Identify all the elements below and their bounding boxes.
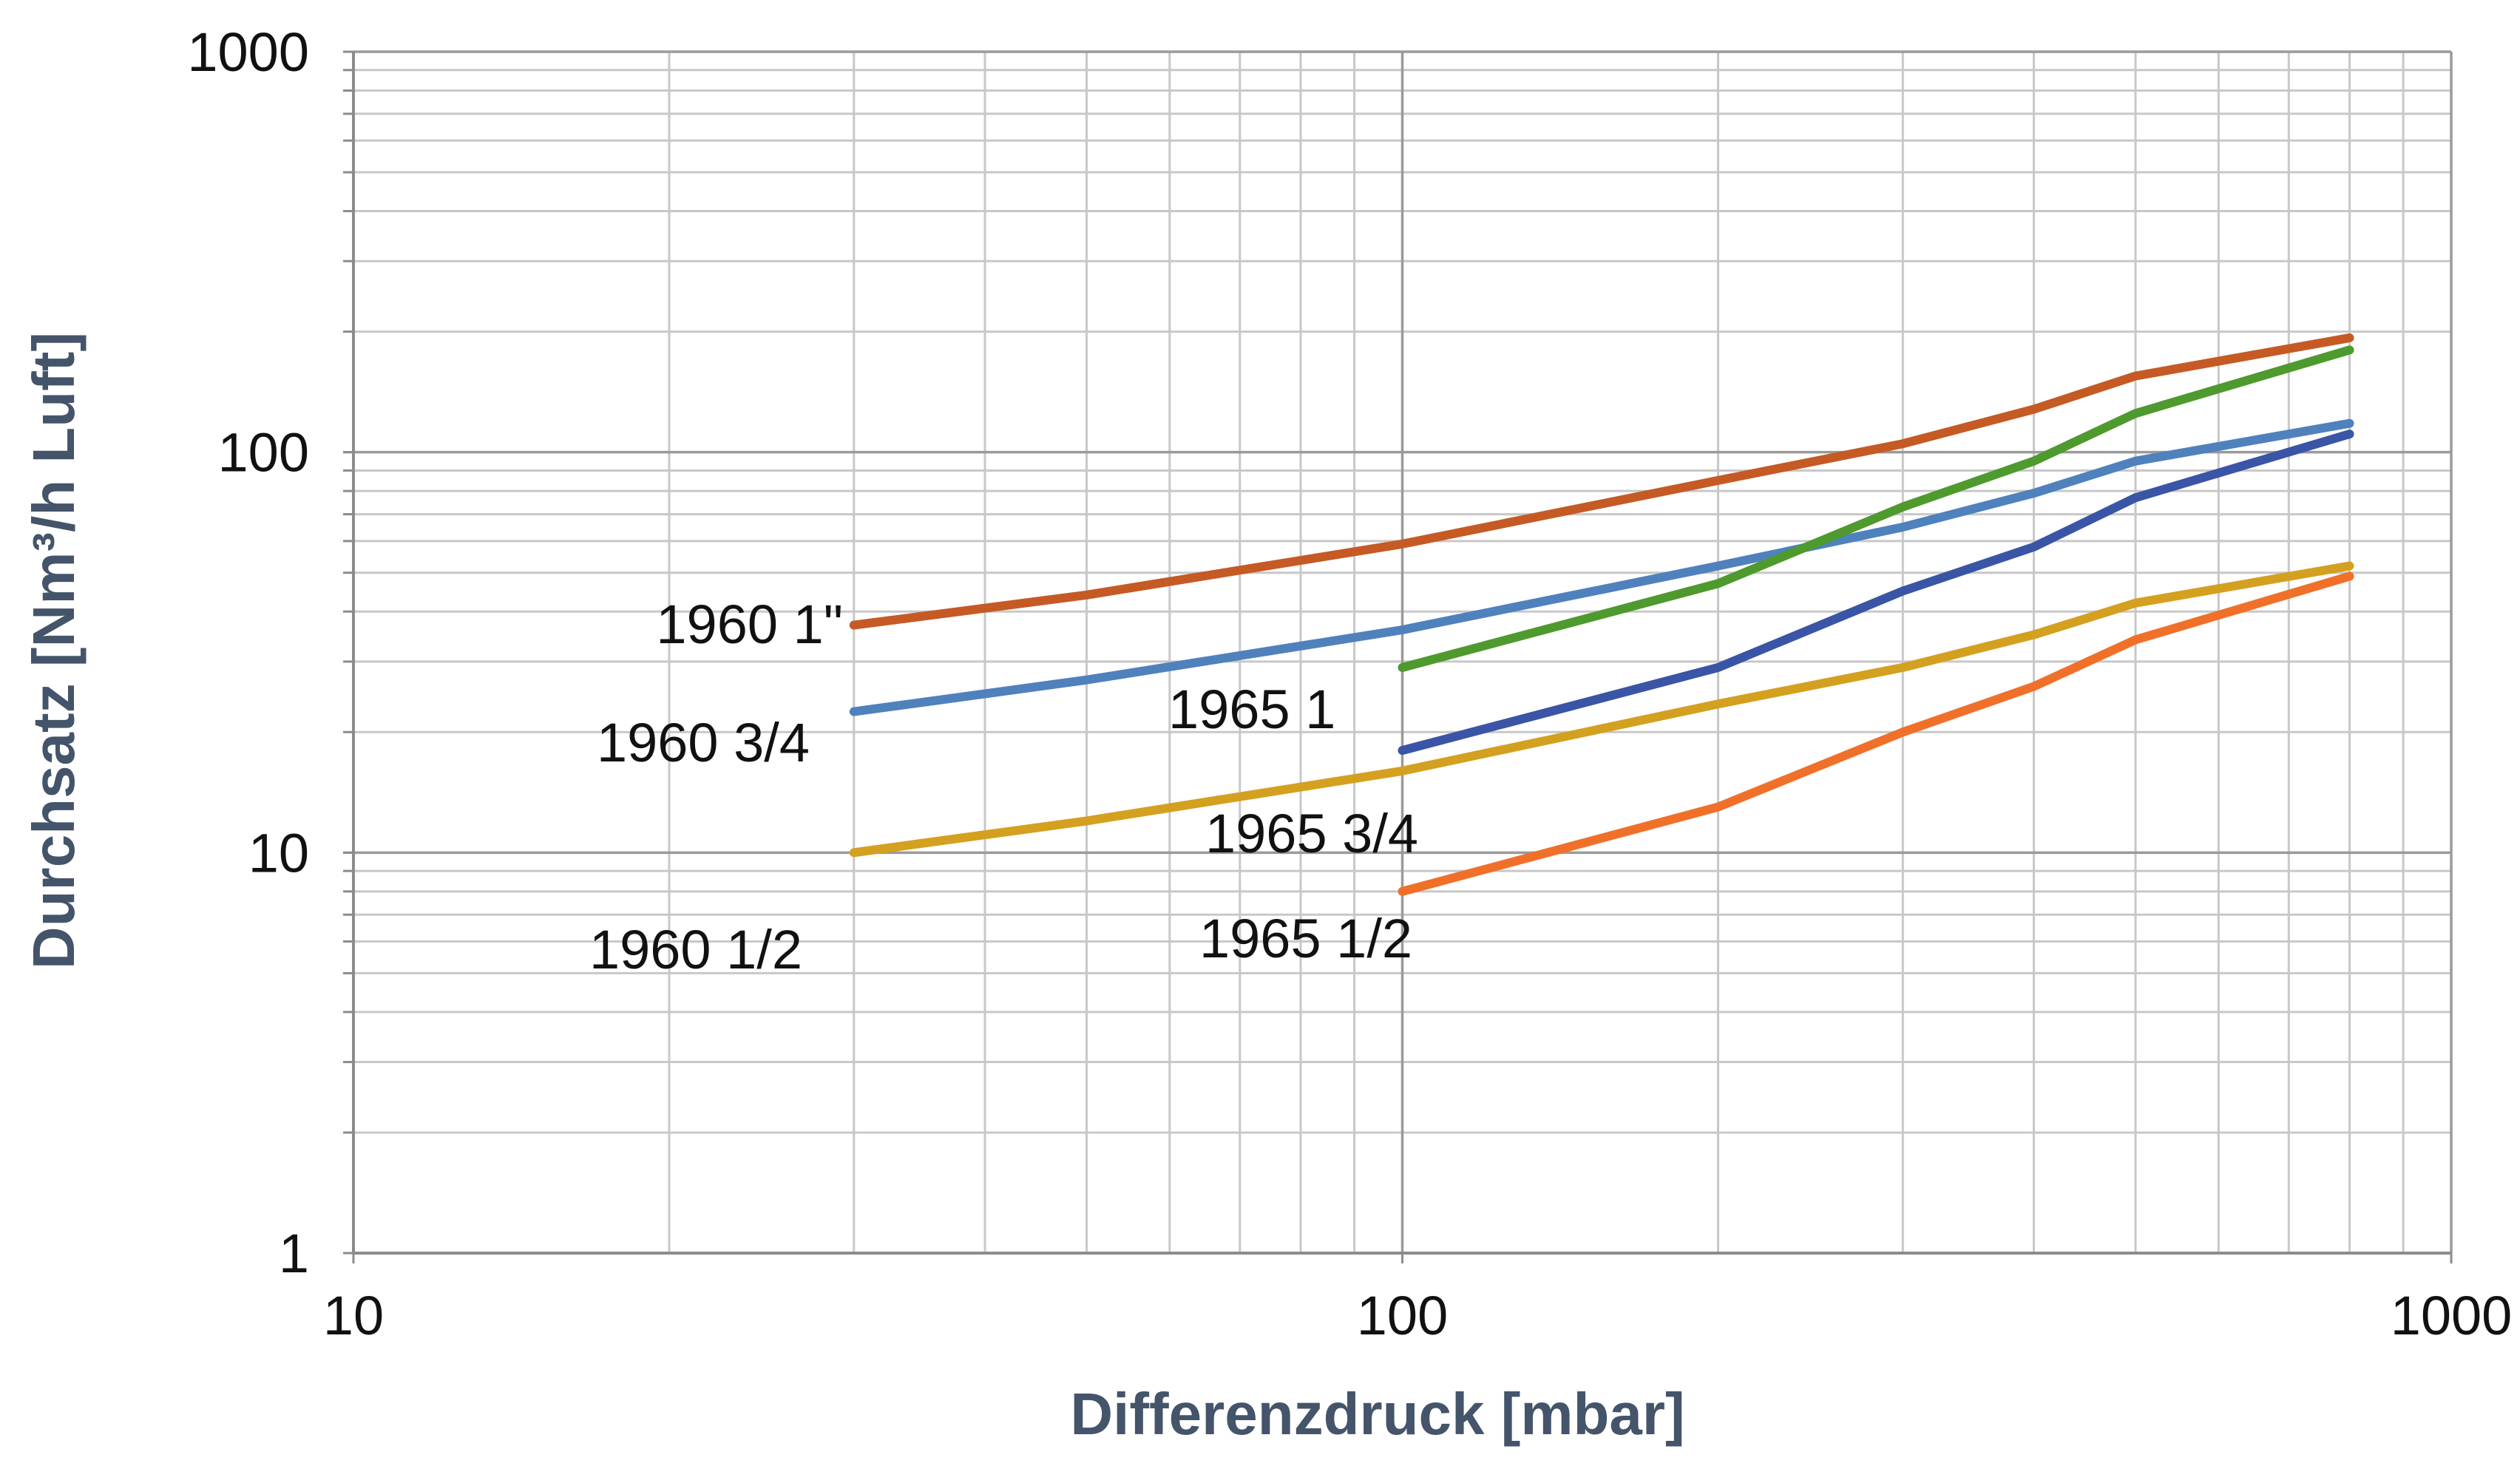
x-tick-label: 100 xyxy=(1357,1285,1448,1346)
y-axis-title: Durchsatz [Nm³/h Luft] xyxy=(21,332,87,969)
series-line-5 xyxy=(1398,571,2354,896)
y-tick-label: 1000 xyxy=(187,21,309,83)
series-line-2 xyxy=(1398,345,2354,672)
series-line-4 xyxy=(849,561,2354,858)
x-tick-label: 10 xyxy=(323,1285,384,1346)
x-tick-label: 1000 xyxy=(2391,1285,2513,1346)
y-tick-label: 1 xyxy=(279,1223,309,1284)
series-label-0: 1960 1" xyxy=(656,594,843,655)
series-label-2: 1965 1 xyxy=(1168,679,1335,740)
x-axis-title: Differenzdruck [mbar] xyxy=(1070,1381,1684,1447)
series-line-1 xyxy=(849,418,2354,716)
series-label-5: 1965 1/2 xyxy=(1199,908,1412,969)
series-label-1: 1960 3/4 xyxy=(597,712,810,773)
series-lines xyxy=(849,333,2354,896)
series-line-0 xyxy=(849,333,2354,630)
series-line-3 xyxy=(1398,430,2354,756)
plot-frame xyxy=(343,50,2453,1263)
y-tick-label: 100 xyxy=(218,422,309,483)
y-tick-label: 10 xyxy=(248,822,309,883)
series-label-4: 1960 1/2 xyxy=(589,919,802,980)
series-labels: 1960 1" 1960 3/4 1965 1 1965 3/4 1960 1/2 196… xyxy=(589,594,1418,980)
series-label-3: 1965 3/4 xyxy=(1205,803,1418,864)
